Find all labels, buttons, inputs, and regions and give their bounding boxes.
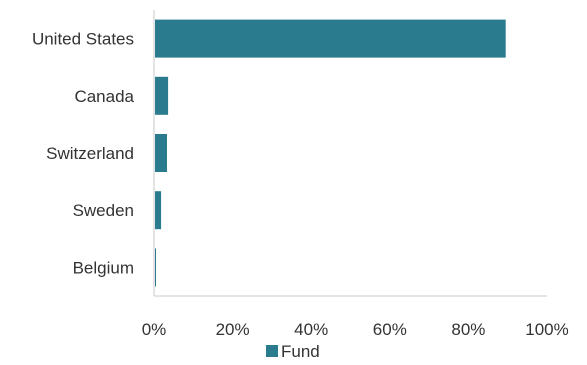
bar-canada <box>155 76 169 115</box>
legend-swatch <box>266 345 278 357</box>
category-label-sweden: Sweden <box>73 201 134 220</box>
x-tick-label: 0% <box>142 320 167 339</box>
bars <box>155 19 506 287</box>
x-tick-labels: 0% 20% 40% 60% 80% 100% <box>142 320 569 339</box>
legend: Fund <box>266 342 320 361</box>
category-labels: United States Canada Switzerland Sweden Belg… <box>32 30 135 278</box>
axes <box>153 10 547 297</box>
category-label-canada: Canada <box>74 87 134 106</box>
category-label-switzerland: Switzerland <box>46 144 134 163</box>
bar-united-states <box>155 19 506 58</box>
bar-switzerland <box>155 134 167 172</box>
legend-label: Fund <box>281 342 320 361</box>
x-tick-label: 20% <box>216 320 250 339</box>
x-tick-label: 100% <box>525 320 568 339</box>
category-label-united-states: United States <box>32 30 134 49</box>
x-tick-label: 60% <box>373 320 407 339</box>
category-label-belgium: Belgium <box>73 258 134 277</box>
x-tick-label: 40% <box>294 320 328 339</box>
bar-belgium <box>155 248 156 287</box>
x-tick-label: 80% <box>451 320 485 339</box>
bar-sweden <box>155 191 162 230</box>
